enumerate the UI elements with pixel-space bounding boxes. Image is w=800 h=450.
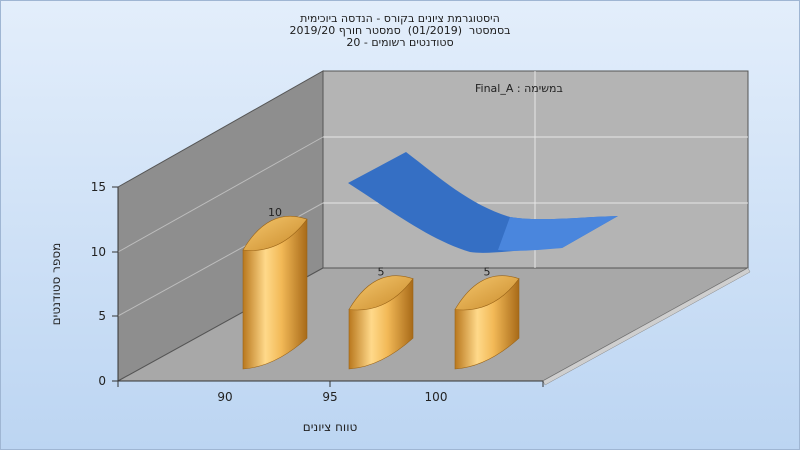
y-tick-15: 15 [91, 180, 106, 194]
chart-title-line-3: סטודנטים רשומים - 20 [346, 36, 454, 49]
y-tick-10: 10 [91, 245, 106, 259]
bar-top-90 [242, 215, 308, 251]
x-tick-100: 100 [425, 390, 448, 404]
bar-top-100 [454, 275, 520, 311]
chart-title-line-2: בסמסטר (01/2019) סמסטר חורף 2019/20 [289, 24, 511, 37]
distribution-curve-highlight [498, 216, 618, 251]
data-label-90: 10 [268, 206, 282, 219]
side-grid-2 [117, 136, 324, 253]
floor-edge [542, 267, 751, 386]
y-tick-0: 0 [98, 374, 106, 388]
data-label-100: 5 [484, 266, 491, 279]
x-tick-95: 95 [322, 390, 337, 404]
y-tick-5: 5 [98, 309, 106, 323]
y-axis-title: מספר סטודנטים [49, 243, 63, 326]
bar-top-95 [348, 275, 414, 311]
data-label-95: 5 [378, 266, 385, 279]
legend-label: במשימה : Final_A [475, 82, 563, 95]
bars-group: 10 5 5 [242, 206, 520, 370]
chart-title-line-1: היסטוגרמת ציונים בקורס - הנדסה ביוכימית [300, 12, 500, 25]
x-axis-title: טווח ציונים [303, 420, 358, 434]
x-tick-90: 90 [217, 390, 232, 404]
